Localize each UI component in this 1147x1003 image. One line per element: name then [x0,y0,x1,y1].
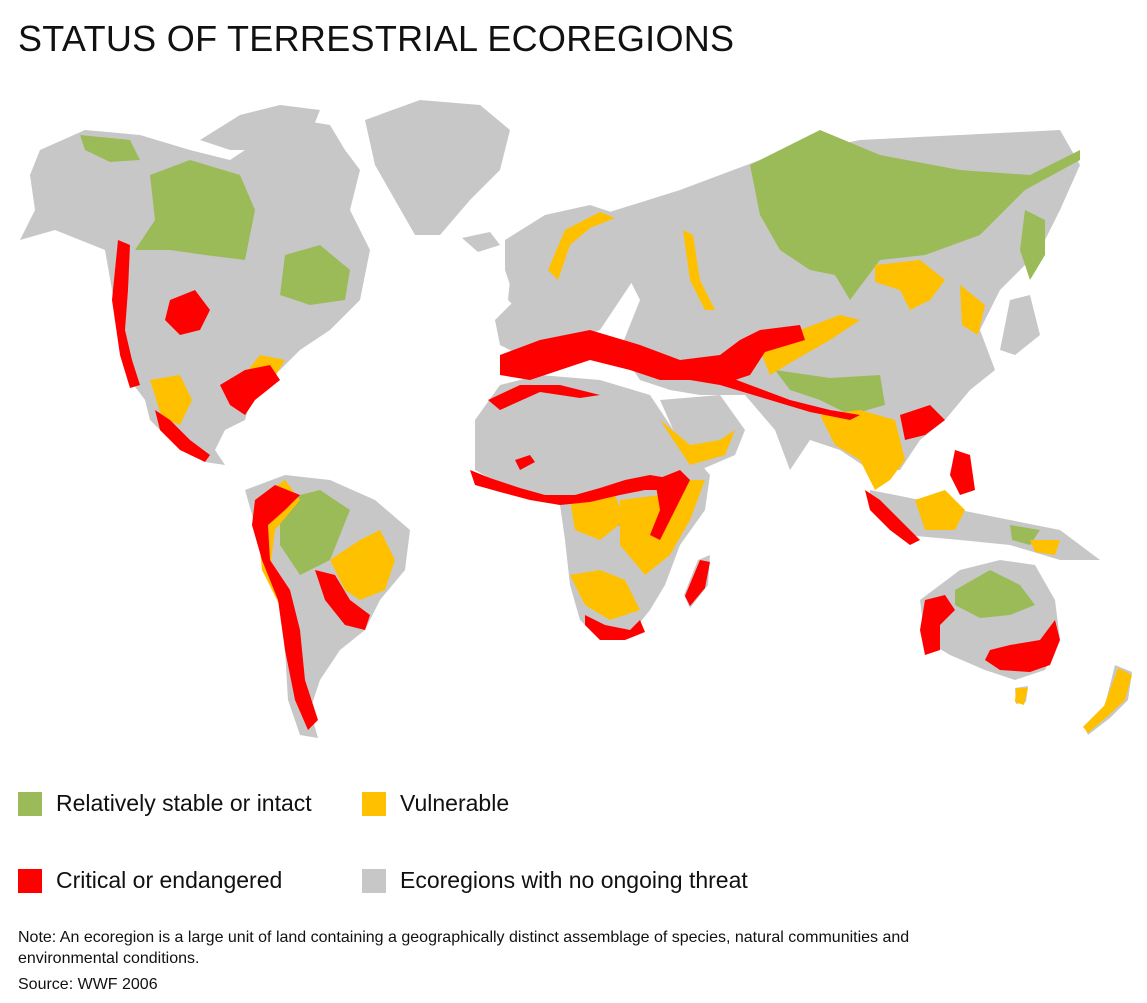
legend-swatch-no-threat [362,868,386,893]
vulnerable-regions [150,212,1132,733]
critical-regions [112,240,1060,730]
critical-region-himalaya [710,370,860,420]
critical-region-great-basin [165,290,210,335]
landmass-iceland [462,232,500,252]
vulnerable-region-central-asia [760,315,860,375]
stable-region-siberia [750,130,1080,300]
landmass-great-britain [508,270,535,312]
vulnerable-region-scandinavia [548,212,615,280]
critical-region-philippines [950,450,975,495]
legend-label-critical: Critical or endangered [56,867,283,893]
critical-region-cape [585,615,645,640]
stable-region-amazon [280,490,350,575]
landmass-greenland [365,100,510,235]
legend-label-no-threat: Ecoregions with no ongoing threat [400,867,748,893]
vulnerable-region-central-africa [570,495,625,540]
critical-region-central-america [155,410,210,462]
legend-swatch-vulnerable [362,791,386,816]
landmass-europe [495,205,650,355]
footnote: Note: An ecoregion is a large unit of la… [18,929,910,967]
critical-region-andes [252,485,318,730]
vulnerable-region-urals [683,230,715,310]
legend-item-critical: Critical or endangered [18,867,282,894]
map-title: STATUS OF TERRESTRIAL ECOREGIONS [18,18,735,59]
vulnerable-region-manchuria [960,285,985,335]
landmass-arctic-islands [200,105,320,150]
vulnerable-region-borneo [915,490,965,530]
landmass-japan [1000,295,1040,355]
critical-region-mediterranean [500,325,805,385]
legend-item-stable: Relatively stable or intact [18,790,312,817]
critical-region-gulf-guinea [515,455,535,470]
stable-region-canada-west [135,160,255,260]
critical-region-north-africa-coast [488,385,600,410]
vulnerable-region-mongolia [875,260,945,310]
critical-region-us-west-coast [112,240,140,388]
critical-region-sw-australia [920,595,955,655]
critical-region-brazil-atlantic [315,570,370,630]
vulnerable-region-red-sea [660,420,735,465]
stable-region-quebec [280,245,350,305]
critical-region-south-china [900,405,945,440]
vulnerable-region-brazil [330,530,395,600]
stable-regions [80,130,1080,618]
vulnerable-region-indochina [820,410,905,490]
vulnerable-region-png [1030,540,1060,555]
vulnerable-region-southern-africa [570,570,640,620]
critical-region-madagascar [685,560,710,606]
source-credit: Source: WWF 2006 [18,976,158,993]
legend-swatch-critical [18,868,42,893]
critical-region-west-africa [470,470,680,505]
stable-region-tibet [775,370,885,415]
legend-item-vulnerable: Vulnerable [362,790,509,817]
critical-region-sumatra [865,490,920,545]
stable-region-kamchatka [1020,210,1045,280]
vulnerable-region-texas [150,375,192,425]
critical-region-east-africa-coast [650,470,690,540]
vulnerable-region-tasmania [1015,688,1028,705]
stable-region-alaska [80,135,140,162]
stable-region-australia-interior [955,570,1035,618]
critical-region-us-southeast [220,365,280,415]
vulnerable-region-new-zealand [1083,668,1132,733]
critical-region-se-australia [985,620,1060,672]
legend-label-stable: Relatively stable or intact [56,790,312,816]
world-map [20,100,1132,738]
legend-label-vulnerable: Vulnerable [400,790,510,816]
legend-swatch-stable [18,791,42,816]
legend-item-no-threat: Ecoregions with no ongoing threat [362,867,748,894]
